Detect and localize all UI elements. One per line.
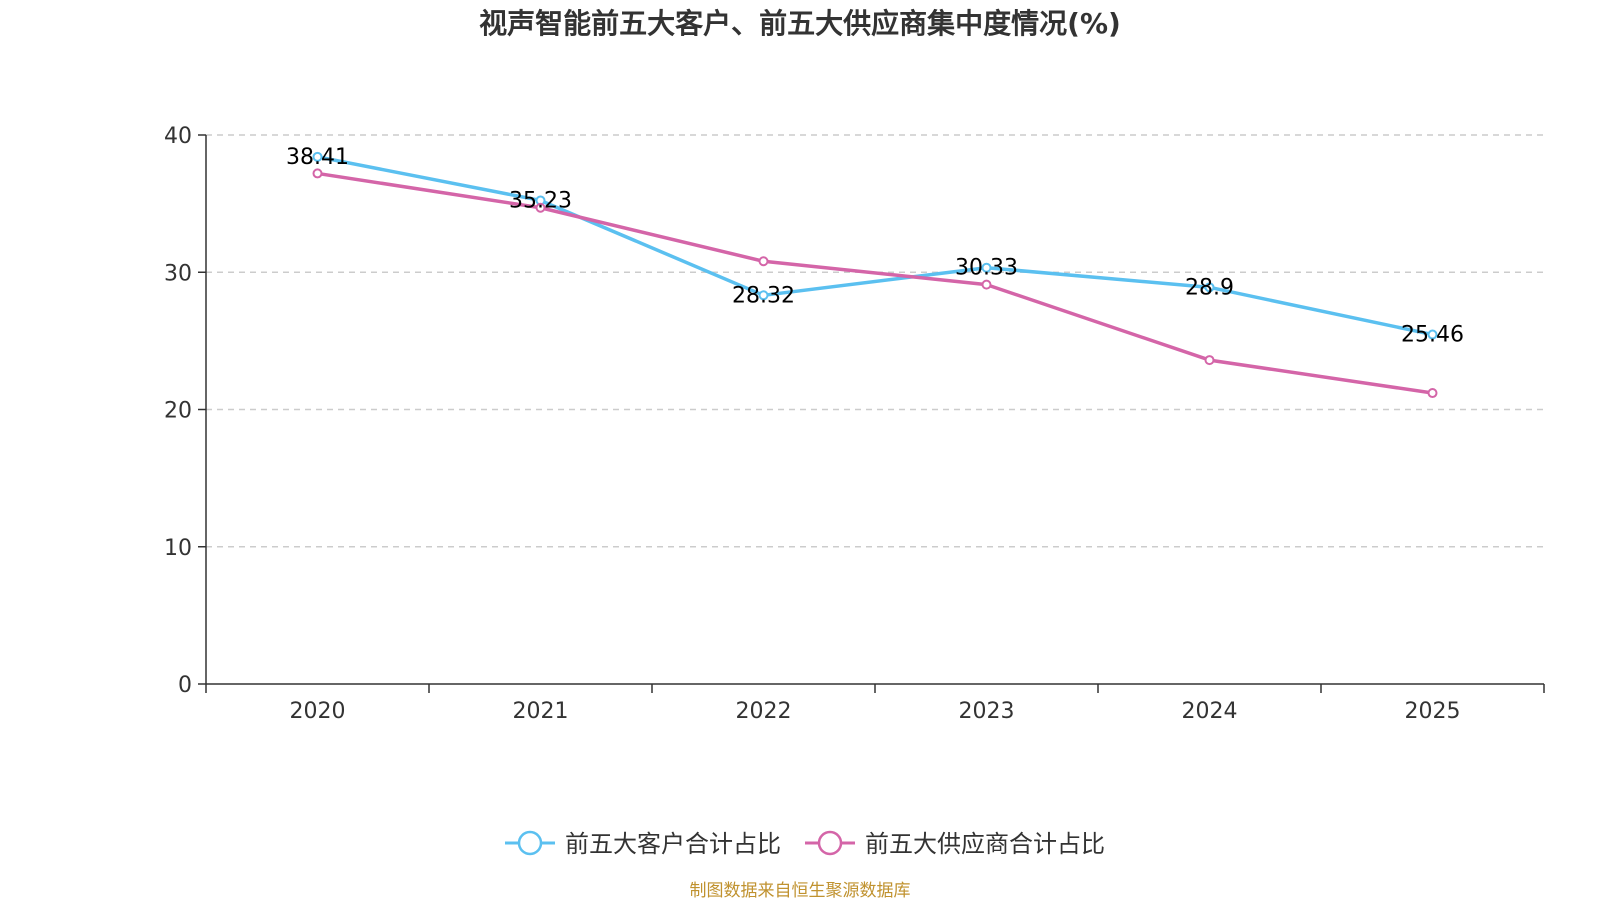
y-tick-label-40: 40 xyxy=(164,124,192,149)
grid-lines xyxy=(206,134,1544,548)
y-tick-label-20: 20 xyxy=(164,399,192,424)
data-label-0-2024: 28.9 xyxy=(1185,275,1234,300)
data-label-0-2020: 38.41 xyxy=(286,145,349,170)
legend-label-1: 前五大供应商合计占比 xyxy=(865,830,1105,858)
point-0-2024 xyxy=(1204,282,1215,293)
x-tick-label-2021: 2021 xyxy=(513,699,569,724)
source-note: 制图数据来自恒生聚源数据库 xyxy=(690,881,911,900)
x-tick-label-2023: 2023 xyxy=(959,699,1015,724)
point-1-2024 xyxy=(1204,355,1215,366)
data-label-0-2023: 30.33 xyxy=(955,256,1018,281)
y-tick-label-30: 30 xyxy=(164,261,192,286)
point-1-2021 xyxy=(535,202,546,213)
point-0-2025 xyxy=(1427,329,1438,340)
series-line-1 xyxy=(317,171,1433,395)
legend-marker-0 xyxy=(517,830,543,856)
series-lines xyxy=(312,151,1438,399)
x-tick-label-2024: 2024 xyxy=(1182,699,1238,724)
point-1-2020 xyxy=(312,168,323,179)
point-0-2020 xyxy=(312,151,323,162)
legend-item-0[interactable]: 前五大客户合计占比 xyxy=(505,830,781,858)
data-label-0-2025: 25.46 xyxy=(1401,323,1464,348)
legend-label-0: 前五大客户合计占比 xyxy=(565,830,781,858)
axes: 0 10 20 30 40 2020 2021 2022 2023 2024 2025 xyxy=(164,124,1545,724)
legend-item-1[interactable]: 前五大供应商合计占比 xyxy=(805,830,1105,858)
series-line-0 xyxy=(317,155,1433,337)
data-label-0-2021: 35.23 xyxy=(509,188,572,213)
point-1-2022 xyxy=(758,256,769,267)
point-1-2023 xyxy=(981,279,992,290)
legend[interactable]: 前五大客户合计占比 前五大供应商合计占比 xyxy=(505,830,1105,858)
point-1-2025 xyxy=(1427,388,1438,399)
data-labels: 38.41 35.23 28.32 30.33 28.9 25.46 xyxy=(286,145,1464,348)
data-label-0-2022: 28.32 xyxy=(732,283,795,308)
y-tick-label-10: 10 xyxy=(164,536,192,561)
point-0-2022 xyxy=(758,290,769,301)
point-0-2023 xyxy=(981,262,992,273)
chart-title: 视声智能前五大客户、前五大供应商集中度情况(%) xyxy=(479,7,1121,40)
y-tick-label-0: 0 xyxy=(178,673,192,698)
x-tick-label-2025: 2025 xyxy=(1405,699,1461,724)
legend-marker-1 xyxy=(817,830,843,856)
x-tick-label-2020: 2020 xyxy=(290,699,346,724)
x-tick-label-2022: 2022 xyxy=(736,699,792,724)
